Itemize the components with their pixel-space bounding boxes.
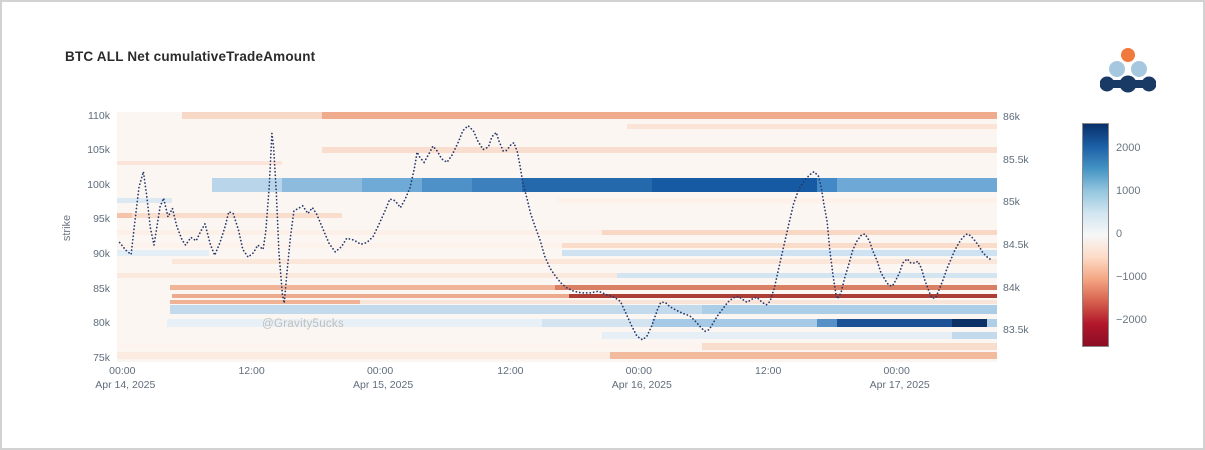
heatmap-cell-segment	[702, 305, 997, 314]
x-tick-time: 00:00	[883, 365, 910, 377]
heatmap-cell-segment	[361, 178, 423, 192]
x-tick-time: 00:00	[366, 365, 394, 377]
heatmap-cell-segment	[117, 273, 617, 278]
heatmap-cell-segment	[521, 178, 653, 192]
heatmap-cell-segment	[131, 213, 343, 219]
heatmap-cell-segment	[117, 352, 610, 359]
logo-top-dot	[1121, 48, 1135, 62]
heatmap-cell-segment	[836, 319, 953, 327]
heatmap-cell-segment	[542, 319, 653, 327]
heatmap-cell-segment	[282, 178, 362, 192]
heatmap-cell-segment	[601, 230, 997, 235]
y-left-tick-label: 110k	[88, 109, 110, 122]
gravity5ucks-logo-icon	[1100, 48, 1156, 93]
heatmap-cell-segment	[816, 178, 837, 192]
heatmap-cell-segment	[359, 300, 997, 304]
heatmap-cell-segment	[172, 259, 997, 264]
colorbar-gradient	[1082, 123, 1109, 347]
watermark-text: @Gravity5ucks	[262, 318, 345, 330]
x-tick-date: Apr 17, 2025	[869, 379, 930, 391]
price-line-layer	[118, 124, 992, 341]
x-tick-date: Apr 16, 2025	[611, 379, 672, 391]
heatmap-cell-segment	[172, 294, 570, 298]
x-tick-time: 00:00	[109, 365, 136, 377]
heatmap-cell-segment	[322, 112, 997, 119]
heatmap-cell-segment	[117, 243, 563, 248]
heatmap-cell-segment	[167, 319, 543, 327]
heatmap-cell-segment	[117, 343, 703, 350]
y-left-tick-label: 85k	[93, 282, 110, 295]
x-tick-time: 00:00	[625, 365, 652, 377]
heatmap-cell-segment	[555, 285, 997, 290]
heatmap-cell-segment	[952, 319, 988, 327]
heatmap-cell-segment	[322, 147, 997, 153]
heatmap-cell-segment	[816, 319, 837, 327]
x-tick-date: Apr 14, 2025	[95, 379, 156, 391]
heatmap-cell-segment	[212, 178, 283, 192]
heatmap-cell-segment	[627, 124, 997, 130]
y-right-tick-label: 85.5k	[1003, 153, 1029, 166]
y-axis-title-strike: strike	[61, 214, 73, 242]
heatmap-cell-segment	[169, 300, 360, 304]
heatmap-cell-segment	[652, 319, 817, 327]
heatmap-cell-segment	[117, 230, 602, 235]
colorbar-tick-label: 0	[1116, 228, 1123, 240]
heatmap-cell-segment	[562, 250, 997, 256]
heatmap-cell-segment	[169, 285, 556, 290]
chart-title: BTC ALL Net cumulativeTradeAmount	[65, 49, 316, 64]
y-right-tick-label: 86k	[1003, 111, 1020, 124]
heatmap-cell-segment	[422, 178, 472, 192]
x-tick-time: 12:00	[238, 365, 265, 377]
logo-mid-dot	[1109, 61, 1125, 77]
colorbar-tick-label: 1000	[1116, 184, 1141, 197]
btc-price-dotted-line	[118, 124, 992, 341]
heatmap-cell-segment	[471, 178, 522, 192]
heatmap-cell-segment	[569, 294, 997, 298]
y-right-tick-label: 83.5k	[1003, 324, 1029, 337]
y-left-tick-label: 105k	[87, 144, 110, 157]
heatmap-cell-segment	[169, 305, 703, 314]
heatmap-plot-area[interactable]: @Gravity5ucks	[117, 112, 997, 362]
heatmap-cell-segment	[702, 343, 997, 350]
x-tick-time: 12:00	[497, 365, 524, 377]
heatmap-cell-segment	[117, 213, 132, 219]
y-left-tick-label: 100k	[87, 178, 110, 191]
heatmap-cell-segment	[987, 319, 997, 327]
heatmap-cell-segment	[117, 250, 210, 256]
heatmap-cell-segment	[609, 352, 997, 359]
y-right-tick-label: 84k	[1003, 281, 1020, 294]
y-right-tick-label: 85k	[1003, 196, 1020, 209]
y-right-tick-label: 84.5k	[1003, 239, 1029, 252]
y-left-tick-label: 75k	[93, 351, 110, 364]
heatmap-cell-segment	[601, 332, 953, 339]
heatmap-cell-segment	[836, 178, 997, 192]
heatmap-cell-segment	[952, 332, 997, 339]
heatmap-cell-segment	[182, 112, 323, 119]
heatmap-cell-segment	[117, 161, 283, 165]
colorbar-tick-label: −2000	[1116, 314, 1147, 327]
x-tick-time: 12:00	[755, 365, 782, 377]
heatmap-cell-segment	[557, 198, 997, 203]
y-left-tick-label: 80k	[93, 317, 110, 330]
heatmap-cell-segment	[562, 243, 997, 248]
heatmap-cell-segment	[117, 198, 173, 203]
logo-mid-dot	[1131, 61, 1147, 77]
y-left-tick-label: 90k	[93, 248, 110, 260]
heatmap-cell-segment	[652, 178, 817, 192]
x-tick-date: Apr 15, 2025	[353, 379, 414, 391]
heatmap-cell-segment	[616, 273, 997, 278]
y-left-tick-label: 95k	[93, 213, 110, 226]
colorbar-tick-label: −1000	[1116, 271, 1147, 284]
colorbar-tick-label: 2000	[1116, 141, 1141, 154]
